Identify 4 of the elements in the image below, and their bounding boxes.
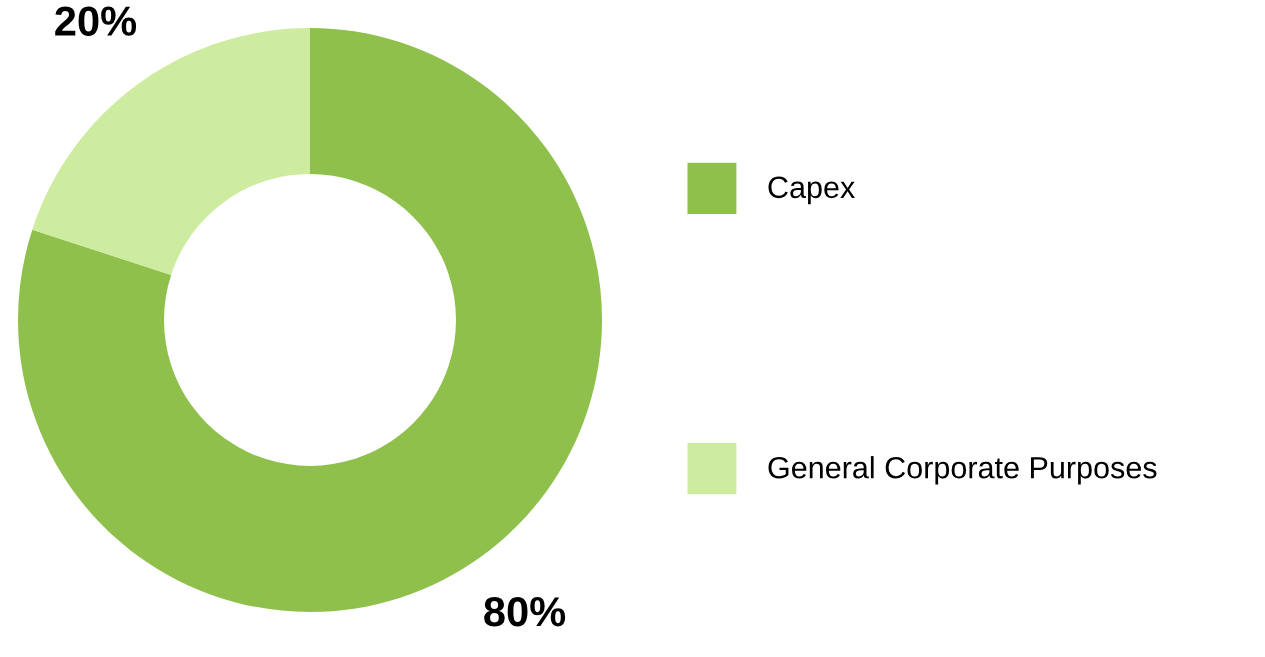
legend-label: General Corporate Purposes <box>768 456 1157 485</box>
data-label: 80% <box>484 596 566 627</box>
legend-label: Capex <box>768 176 855 205</box>
data-label: 20% <box>55 6 137 36</box>
